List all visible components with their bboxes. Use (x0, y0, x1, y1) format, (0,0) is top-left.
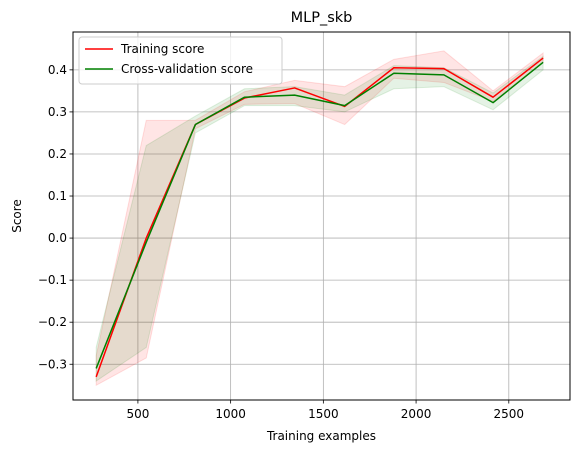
x-tick-label: 500 (126, 407, 149, 421)
legend: Training score Cross-validation score (78, 36, 283, 85)
y-tick-label: −0.1 (38, 273, 67, 287)
plot-frame (72, 31, 571, 401)
legend-box (78, 36, 283, 85)
series-line-cv (95, 61, 544, 369)
grid (73, 32, 570, 400)
series-line-training (95, 57, 544, 378)
x-axis-label: Training examples (266, 429, 376, 443)
x-tick-label: 2000 (401, 407, 432, 421)
y-tick-label: 0.3 (48, 105, 67, 119)
chart-title: MLP_skb (291, 10, 353, 26)
y-axis-label: Score (10, 199, 24, 233)
y-tick-label: 0.2 (48, 147, 67, 161)
x-tick-label: 1000 (215, 407, 246, 421)
y-tick-label: −0.2 (38, 315, 67, 329)
legend-entry-label: Training score (120, 42, 204, 56)
axis-ticks: 500 1000 1500 2000 2500 −0.3 −0.2 −0.1 0.0 0.1 0.2… (38, 63, 524, 421)
y-tick-label: 0.1 (48, 189, 67, 203)
band-cv (95, 55, 544, 383)
x-tick-label: 1500 (308, 407, 339, 421)
series-lines (95, 57, 544, 378)
y-tick-label: 0.0 (48, 231, 67, 245)
y-tick-label: −0.3 (38, 357, 67, 371)
legend-entry-label: Cross-validation score (121, 62, 253, 76)
x-tick-label: 2500 (494, 407, 525, 421)
y-tick-label: 0.4 (48, 63, 67, 77)
